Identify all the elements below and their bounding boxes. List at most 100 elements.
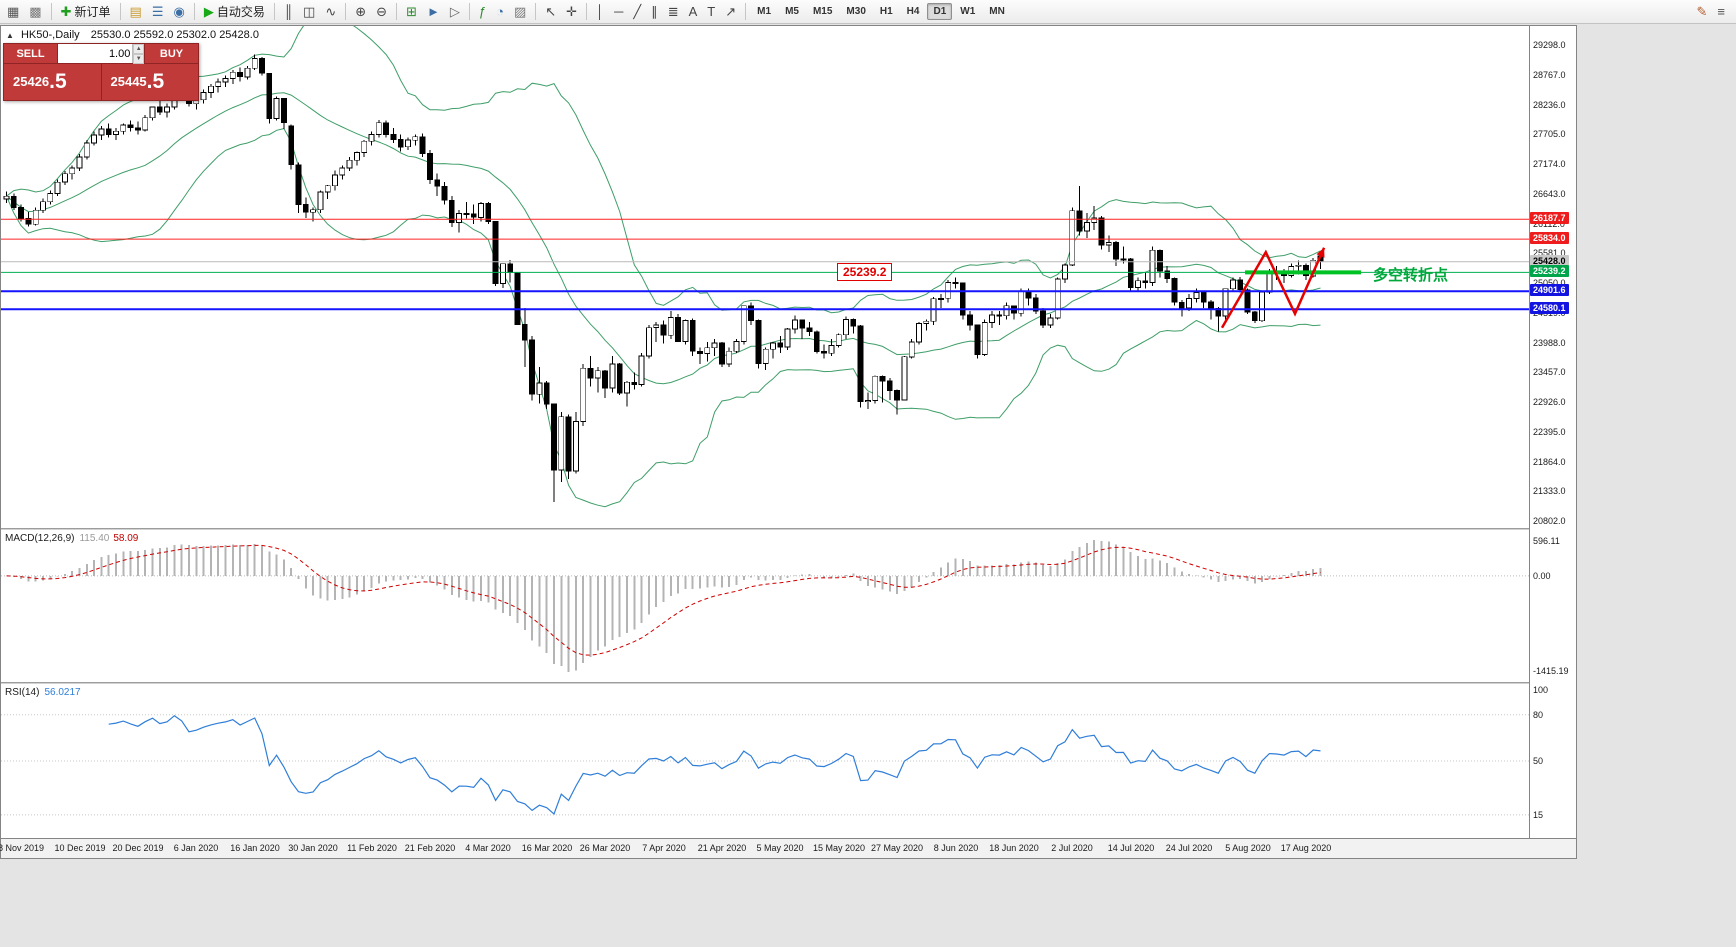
market-watch-icon: ▤ <box>129 3 142 19</box>
toolbar-arrows-button[interactable]: ↗ <box>721 1 740 23</box>
toolbar-bar-chart-mode-button[interactable]: ║ <box>280 1 297 23</box>
toolbar-horizontal-line-button[interactable]: ─ <box>610 1 627 23</box>
cursor-icon: ↖ <box>545 3 557 19</box>
ask-price-button[interactable]: 25445 .5 <box>100 64 199 101</box>
toolbar-periods-button[interactable]: ◔ <box>492 1 508 23</box>
bid-price-big: .5 <box>49 70 67 93</box>
toolbar-terminal-button[interactable]: ◉ <box>169 1 188 23</box>
toolbar-text-button[interactable]: A <box>685 1 702 23</box>
toolbar-zoom-out-button[interactable]: ⊖ <box>372 1 391 23</box>
auto-scroll-icon: ► <box>426 3 440 19</box>
new-order-label: 新订单 <box>74 5 111 19</box>
macd-panel[interactable] <box>1 530 1529 682</box>
date-label: 10 Dec 2019 <box>54 843 106 853</box>
price-tick: 80 <box>1533 710 1544 720</box>
timeframe-m5-button[interactable]: M5 <box>785 6 799 17</box>
date-label: 14 Jul 2020 <box>1107 843 1155 853</box>
toolbar-line-chart-mode-button[interactable]: ∿ <box>321 1 340 23</box>
candlestick-series <box>3 54 1324 503</box>
price-tick: 21864.0 <box>1533 457 1566 467</box>
sell-button[interactable]: SELL <box>3 43 58 64</box>
one-click-collapse-icon[interactable]: ▲ <box>6 31 14 40</box>
edit-icon: ✎ <box>1696 3 1708 19</box>
timeframe-m1-button[interactable]: M1 <box>757 6 772 17</box>
zigzag-arrowhead <box>1316 247 1325 258</box>
volume-up-icon[interactable]: ▲ <box>133 44 144 54</box>
toolbar-autotrading-button[interactable]: ▶ 自动交易 <box>200 1 269 23</box>
toolbar-zoom-in-button[interactable]: ⊕ <box>351 1 370 23</box>
toolbar-chart-shift-button[interactable]: ▷ <box>446 1 464 23</box>
date-label: 18 Jun 2020 <box>989 843 1039 853</box>
terminal-icon: ◉ <box>173 3 185 19</box>
profiles-icon: ▩ <box>29 3 42 19</box>
toolbar-fibonacci-button[interactable]: ≣ <box>664 1 683 23</box>
toolbar-new-order-button[interactable]: ✚ 新订单 <box>57 1 115 23</box>
tile-windows-icon: ⊞ <box>406 3 417 19</box>
toolbar-text-label-button[interactable]: T <box>703 1 719 23</box>
panel-splitter[interactable] <box>1 682 1576 684</box>
toolbar-cursor-button[interactable]: ↖ <box>541 1 560 23</box>
toolbar-crosshair-button[interactable]: ✛ <box>562 1 581 23</box>
toolbar-navigator-button[interactable]: ☰ <box>148 1 168 23</box>
date-label: 16 Jan 2020 <box>230 843 280 853</box>
line-chart-mode-icon: ∿ <box>325 3 337 19</box>
menu-icon: ≡ <box>1717 3 1725 19</box>
timeframe-h1-button[interactable]: H1 <box>879 6 893 17</box>
main-chart[interactable] <box>1 26 1529 528</box>
symbol-title: HK50-,Daily <box>20 29 80 41</box>
volume-box: ▲ ▼ <box>58 43 144 64</box>
timeframe-m30-button[interactable]: M30 <box>846 6 866 17</box>
timeframe-h4-button[interactable]: H4 <box>906 6 920 17</box>
date-label: 11 Feb 2020 <box>347 843 397 853</box>
toolbar-tile-windows-button[interactable]: ⊞ <box>402 1 421 23</box>
toolbar-profiles-button[interactable]: ▩ <box>25 1 45 23</box>
date-label: 5 Aug 2020 <box>1225 843 1271 853</box>
timeframe-d1-button[interactable]: D1 <box>927 3 953 20</box>
price-tick: 596.11 <box>1533 536 1560 546</box>
toolbar-channel-button[interactable]: ∥ <box>647 1 662 23</box>
panel-splitter[interactable] <box>1 528 1576 530</box>
time-axis[interactable]: 8 Nov 2019 10 Dec 2019 20 Dec 2019 6 Jan 20… <box>0 838 1576 858</box>
timeframe-mn-button[interactable]: MN <box>989 6 1005 17</box>
toolbar-new-chart-button[interactable]: ▦ <box>3 1 23 23</box>
toolbar-separator <box>468 3 470 20</box>
macd-main-value: 115.40 <box>79 533 110 544</box>
autotrading-label: 自动交易 <box>216 5 265 19</box>
date-label: 17 Aug 2020 <box>1280 843 1332 853</box>
date-label: 26 Mar 2020 <box>579 843 631 853</box>
toolbar-candlestick-mode-button[interactable]: ◫ <box>299 1 319 23</box>
toolbar-separator <box>273 3 275 20</box>
bid-price-button[interactable]: 25426 .5 <box>3 64 101 101</box>
date-label: 2 Jul 2020 <box>1051 843 1093 853</box>
price-tick: 23457.0 <box>1533 367 1566 377</box>
new-chart-icon: ▦ <box>7 3 20 19</box>
toolbar-market-watch-button[interactable]: ▤ <box>126 1 146 23</box>
toolbar-auto-scroll-button[interactable]: ► <box>423 1 444 23</box>
date-label: 5 May 2020 <box>756 843 804 853</box>
volume-input[interactable] <box>58 44 133 63</box>
toolbar-menu-button[interactable]: ≡ <box>1713 1 1729 23</box>
navigator-icon: ☰ <box>151 3 164 19</box>
price-line-badge: 24901.6 <box>1530 284 1569 296</box>
timeframe-m15-button[interactable]: M15 <box>812 6 833 17</box>
toolbar-indicators-button[interactable]: ƒ <box>475 1 490 23</box>
toolbar-separator <box>50 3 52 20</box>
price-callout-label[interactable]: 25239.2 <box>837 263 893 281</box>
buy-button[interactable]: BUY <box>144 43 199 64</box>
price-tick: 25050.0 <box>1533 278 1566 288</box>
one-click-trading-panel: SELL ▲ ▼ BUY 25426 .5 25445 .5 <box>3 43 199 101</box>
toolbar-edit-button[interactable]: ✎ <box>1693 1 1712 23</box>
toolbar-vertical-line-button[interactable]: │ <box>592 1 608 23</box>
price-axis[interactable]: 29298.0 28767.0 28236.0 27705.0 27174.0 26643… <box>1529 26 1576 838</box>
rsi-panel[interactable] <box>1 684 1529 838</box>
price-tick: 25581.0 <box>1533 248 1566 258</box>
zigzag-drawing[interactable] <box>1220 247 1326 329</box>
price-tick: -1415.19 <box>1533 666 1569 676</box>
toolbar-templates-button[interactable]: ▨ <box>510 1 530 23</box>
indicators-icon: ƒ <box>478 3 487 19</box>
toolbar-trendline-button[interactable]: ╱ <box>629 1 645 23</box>
timeframe-w1-button[interactable]: W1 <box>960 6 976 17</box>
chart-symbol-header: ▲ HK50-,Daily 25530.0 25592.0 25302.0 25… <box>6 29 259 41</box>
volume-down-icon[interactable]: ▼ <box>133 54 144 64</box>
turning-point-annotation[interactable]: 多空转折点 <box>1373 267 1449 284</box>
